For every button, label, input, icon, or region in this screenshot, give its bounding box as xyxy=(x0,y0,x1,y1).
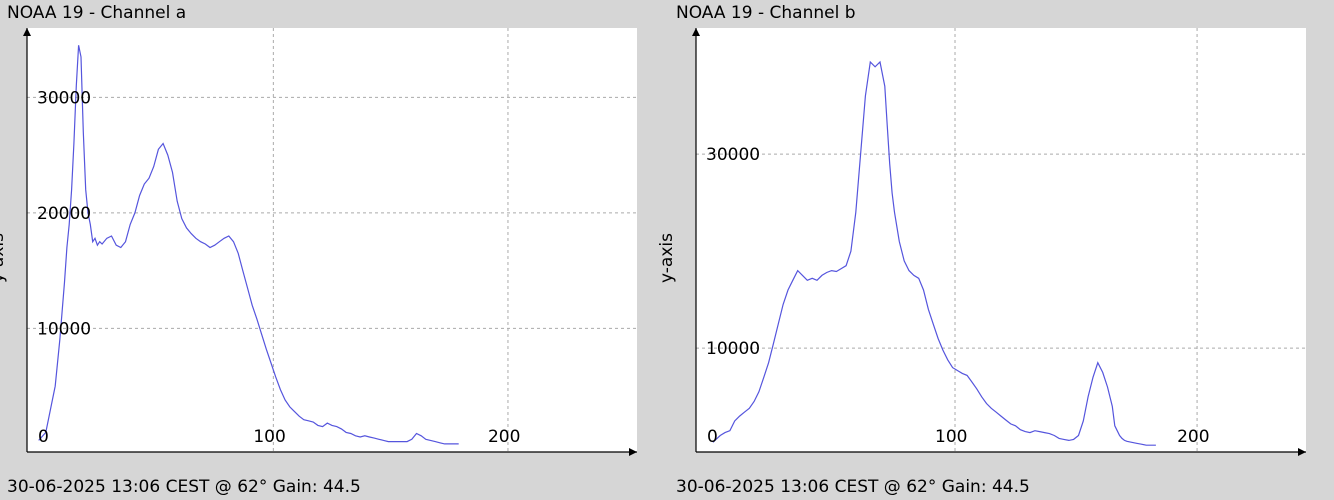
x-tick-label: 100 xyxy=(253,427,285,447)
y-axis-label: y-axis xyxy=(0,233,25,283)
chart-b-svg: 0 100 200 10000 30000 xyxy=(692,28,1306,456)
series-line xyxy=(712,60,1156,446)
y-axis-arrow xyxy=(23,28,31,36)
y-tick-label: 10000 xyxy=(37,319,91,339)
chart-footer: 30-06-2025 13:06 CEST @ 62° Gain: 44.5 xyxy=(676,477,1030,497)
series-line xyxy=(38,45,459,445)
chart-panel-b: NOAA 19 - Channel b 0 100 200 10000 30000 y-… xyxy=(657,0,1309,500)
x-axis-arrow xyxy=(1298,448,1306,456)
chart-panel-a: NOAA 19 - Channel a 0 100 200 10000 20000 300… xyxy=(0,0,640,500)
chart-title: NOAA 19 - Channel a xyxy=(7,3,187,23)
chart-a-svg: 0 100 200 10000 20000 30000 xyxy=(23,28,637,456)
x-tick-label: 200 xyxy=(488,427,520,447)
x-tick-label: 100 xyxy=(935,427,967,447)
y-axis-label-text: y-axis xyxy=(656,233,677,283)
plot-area xyxy=(27,28,637,452)
x-tick-label: 0 xyxy=(707,427,718,447)
x-tick-label: 200 xyxy=(1177,427,1209,447)
y-tick-label: 10000 xyxy=(706,339,760,359)
y-tick-label: 30000 xyxy=(37,88,91,108)
x-tick-label: 0 xyxy=(38,427,49,447)
chart-footer: 30-06-2025 13:06 CEST @ 62° Gain: 44.5 xyxy=(7,477,361,497)
y-axis-label-text: y-axis xyxy=(0,233,8,283)
y-tick-label: 20000 xyxy=(37,204,91,224)
y-axis-arrow xyxy=(692,28,700,36)
plot-area xyxy=(696,28,1306,452)
x-axis-arrow xyxy=(629,448,637,456)
y-tick-label: 30000 xyxy=(706,145,760,165)
chart-title: NOAA 19 - Channel b xyxy=(676,3,856,23)
y-axis-label: y-axis xyxy=(657,233,694,283)
